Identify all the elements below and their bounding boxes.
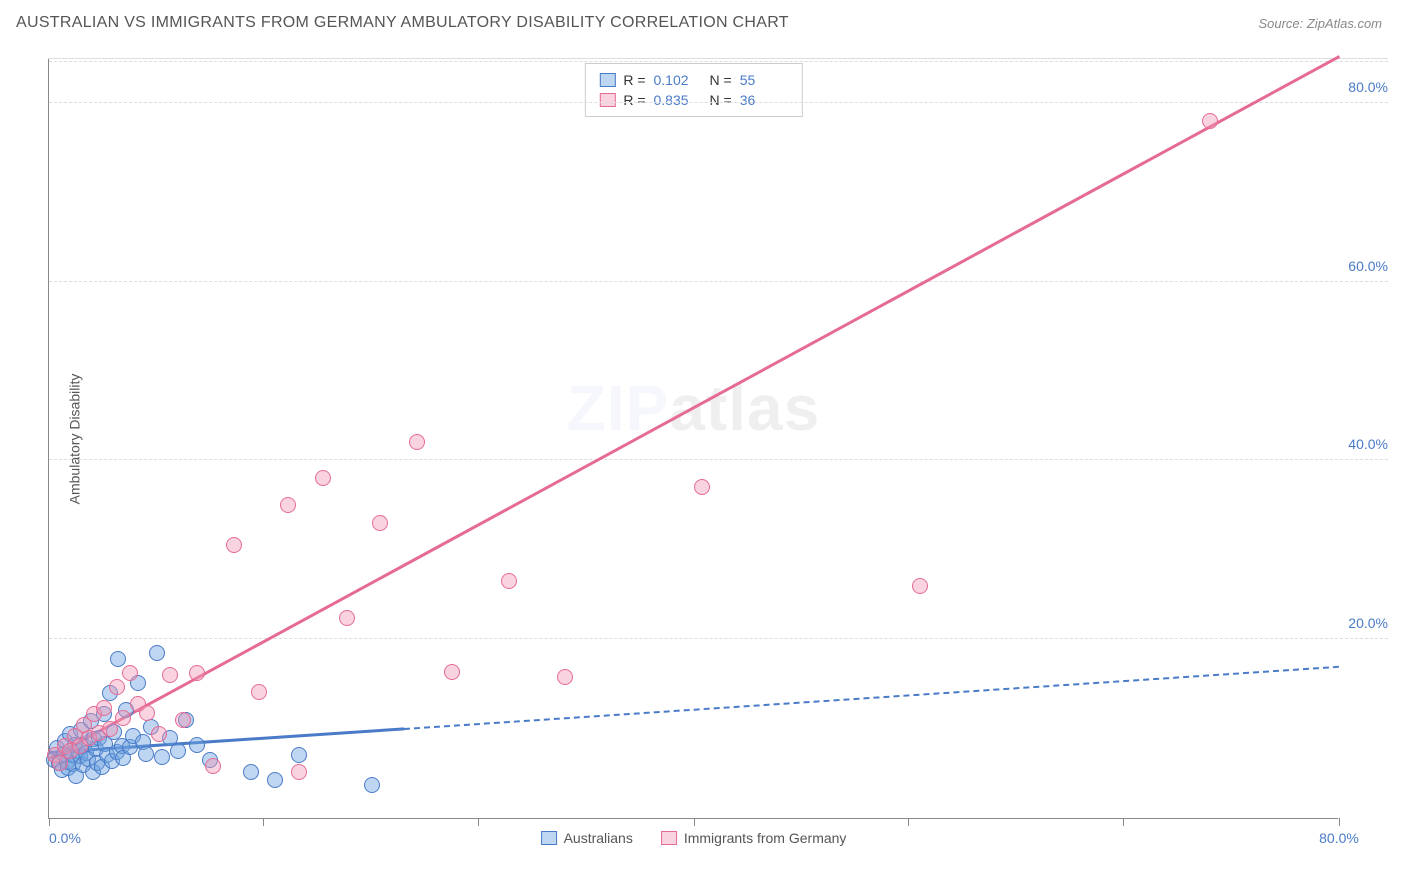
chart-title: AUSTRALIAN VS IMMIGRANTS FROM GERMANY AM… [16,14,789,32]
scatter-point [115,710,131,726]
x-tick-label: 0.0% [49,830,81,846]
chart-header: AUSTRALIAN VS IMMIGRANTS FROM GERMANY AM… [0,0,1406,40]
x-tick [263,818,264,826]
scatter-point [372,515,388,531]
stats-row: R = 0.102 N = 55 [599,70,787,90]
stat-n-label: N = [710,92,732,108]
scatter-point [694,479,710,495]
scatter-point [267,772,283,788]
gridline-h [49,638,1388,639]
series-legend: Australians Immigrants from Germany [541,830,847,846]
legend-swatch [541,831,557,845]
gridline-h [49,102,1388,103]
scatter-point [139,705,155,721]
scatter-point [364,777,380,793]
scatter-point [175,712,191,728]
scatter-point [138,746,154,762]
scatter-point [912,578,928,594]
y-tick-label: 20.0% [1348,615,1388,631]
scatter-point [189,665,205,681]
scatter-point [110,651,126,667]
stat-r-value: 0.835 [654,92,702,108]
scatter-point [154,749,170,765]
stat-n-value: 36 [740,92,788,108]
source-attribution: Source: ZipAtlas.com [1258,16,1382,31]
scatter-point [280,497,296,513]
scatter-point [409,434,425,450]
gridline-h [49,61,1388,62]
scatter-point [315,470,331,486]
legend-label: Australians [564,830,633,846]
legend-swatch [599,73,615,87]
legend-item: Australians [541,830,633,846]
scatter-point [291,764,307,780]
stats-row: R = 0.835 N = 36 [599,90,787,110]
x-tick [908,818,909,826]
scatter-point [291,747,307,763]
trend-line [48,56,1339,760]
y-tick-label: 60.0% [1348,258,1388,274]
stat-r-label: R = [623,72,645,88]
scatter-point [109,679,125,695]
scatter-point [226,537,242,553]
scatter-point [170,743,186,759]
x-tick-label: 80.0% [1319,830,1359,846]
scatter-point [205,758,221,774]
scatter-point [444,664,460,680]
legend-swatch [661,831,677,845]
legend-item: Immigrants from Germany [661,830,847,846]
scatter-point [557,669,573,685]
y-tick-label: 40.0% [1348,436,1388,452]
stat-r-label: R = [623,92,645,108]
y-axis-label: Ambulatory Disability [66,373,82,504]
stat-n-label: N = [710,72,732,88]
trend-line-dashed [404,666,1339,730]
x-tick [1123,818,1124,826]
scatter-point [251,684,267,700]
scatter-point [122,665,138,681]
scatter-point [151,726,167,742]
scatter-point [1202,113,1218,129]
scatter-point [339,610,355,626]
scatter-point [96,700,112,716]
scatter-point [243,764,259,780]
gridline-h [49,281,1388,282]
x-tick [1339,818,1340,826]
stat-r-value: 0.102 [654,72,702,88]
scatter-point [501,573,517,589]
x-tick [478,818,479,826]
scatter-point [102,721,118,737]
legend-label: Immigrants from Germany [684,830,847,846]
y-tick-label: 80.0% [1348,79,1388,95]
legend-swatch [599,93,615,107]
x-tick [49,818,50,826]
stat-n-value: 55 [740,72,788,88]
correlation-stats-box: R = 0.102 N = 55 R = 0.835 N = 36 [584,63,802,117]
scatter-point [149,645,165,661]
x-tick [694,818,695,826]
gridline-h [49,459,1388,460]
plot-area: Ambulatory Disability ZIPatlas R =0.102N… [48,59,1338,819]
scatter-point [162,667,178,683]
scatter-point [189,737,205,753]
chart-container: Ambulatory Disability ZIPatlas R =0.102N… [48,58,1388,848]
